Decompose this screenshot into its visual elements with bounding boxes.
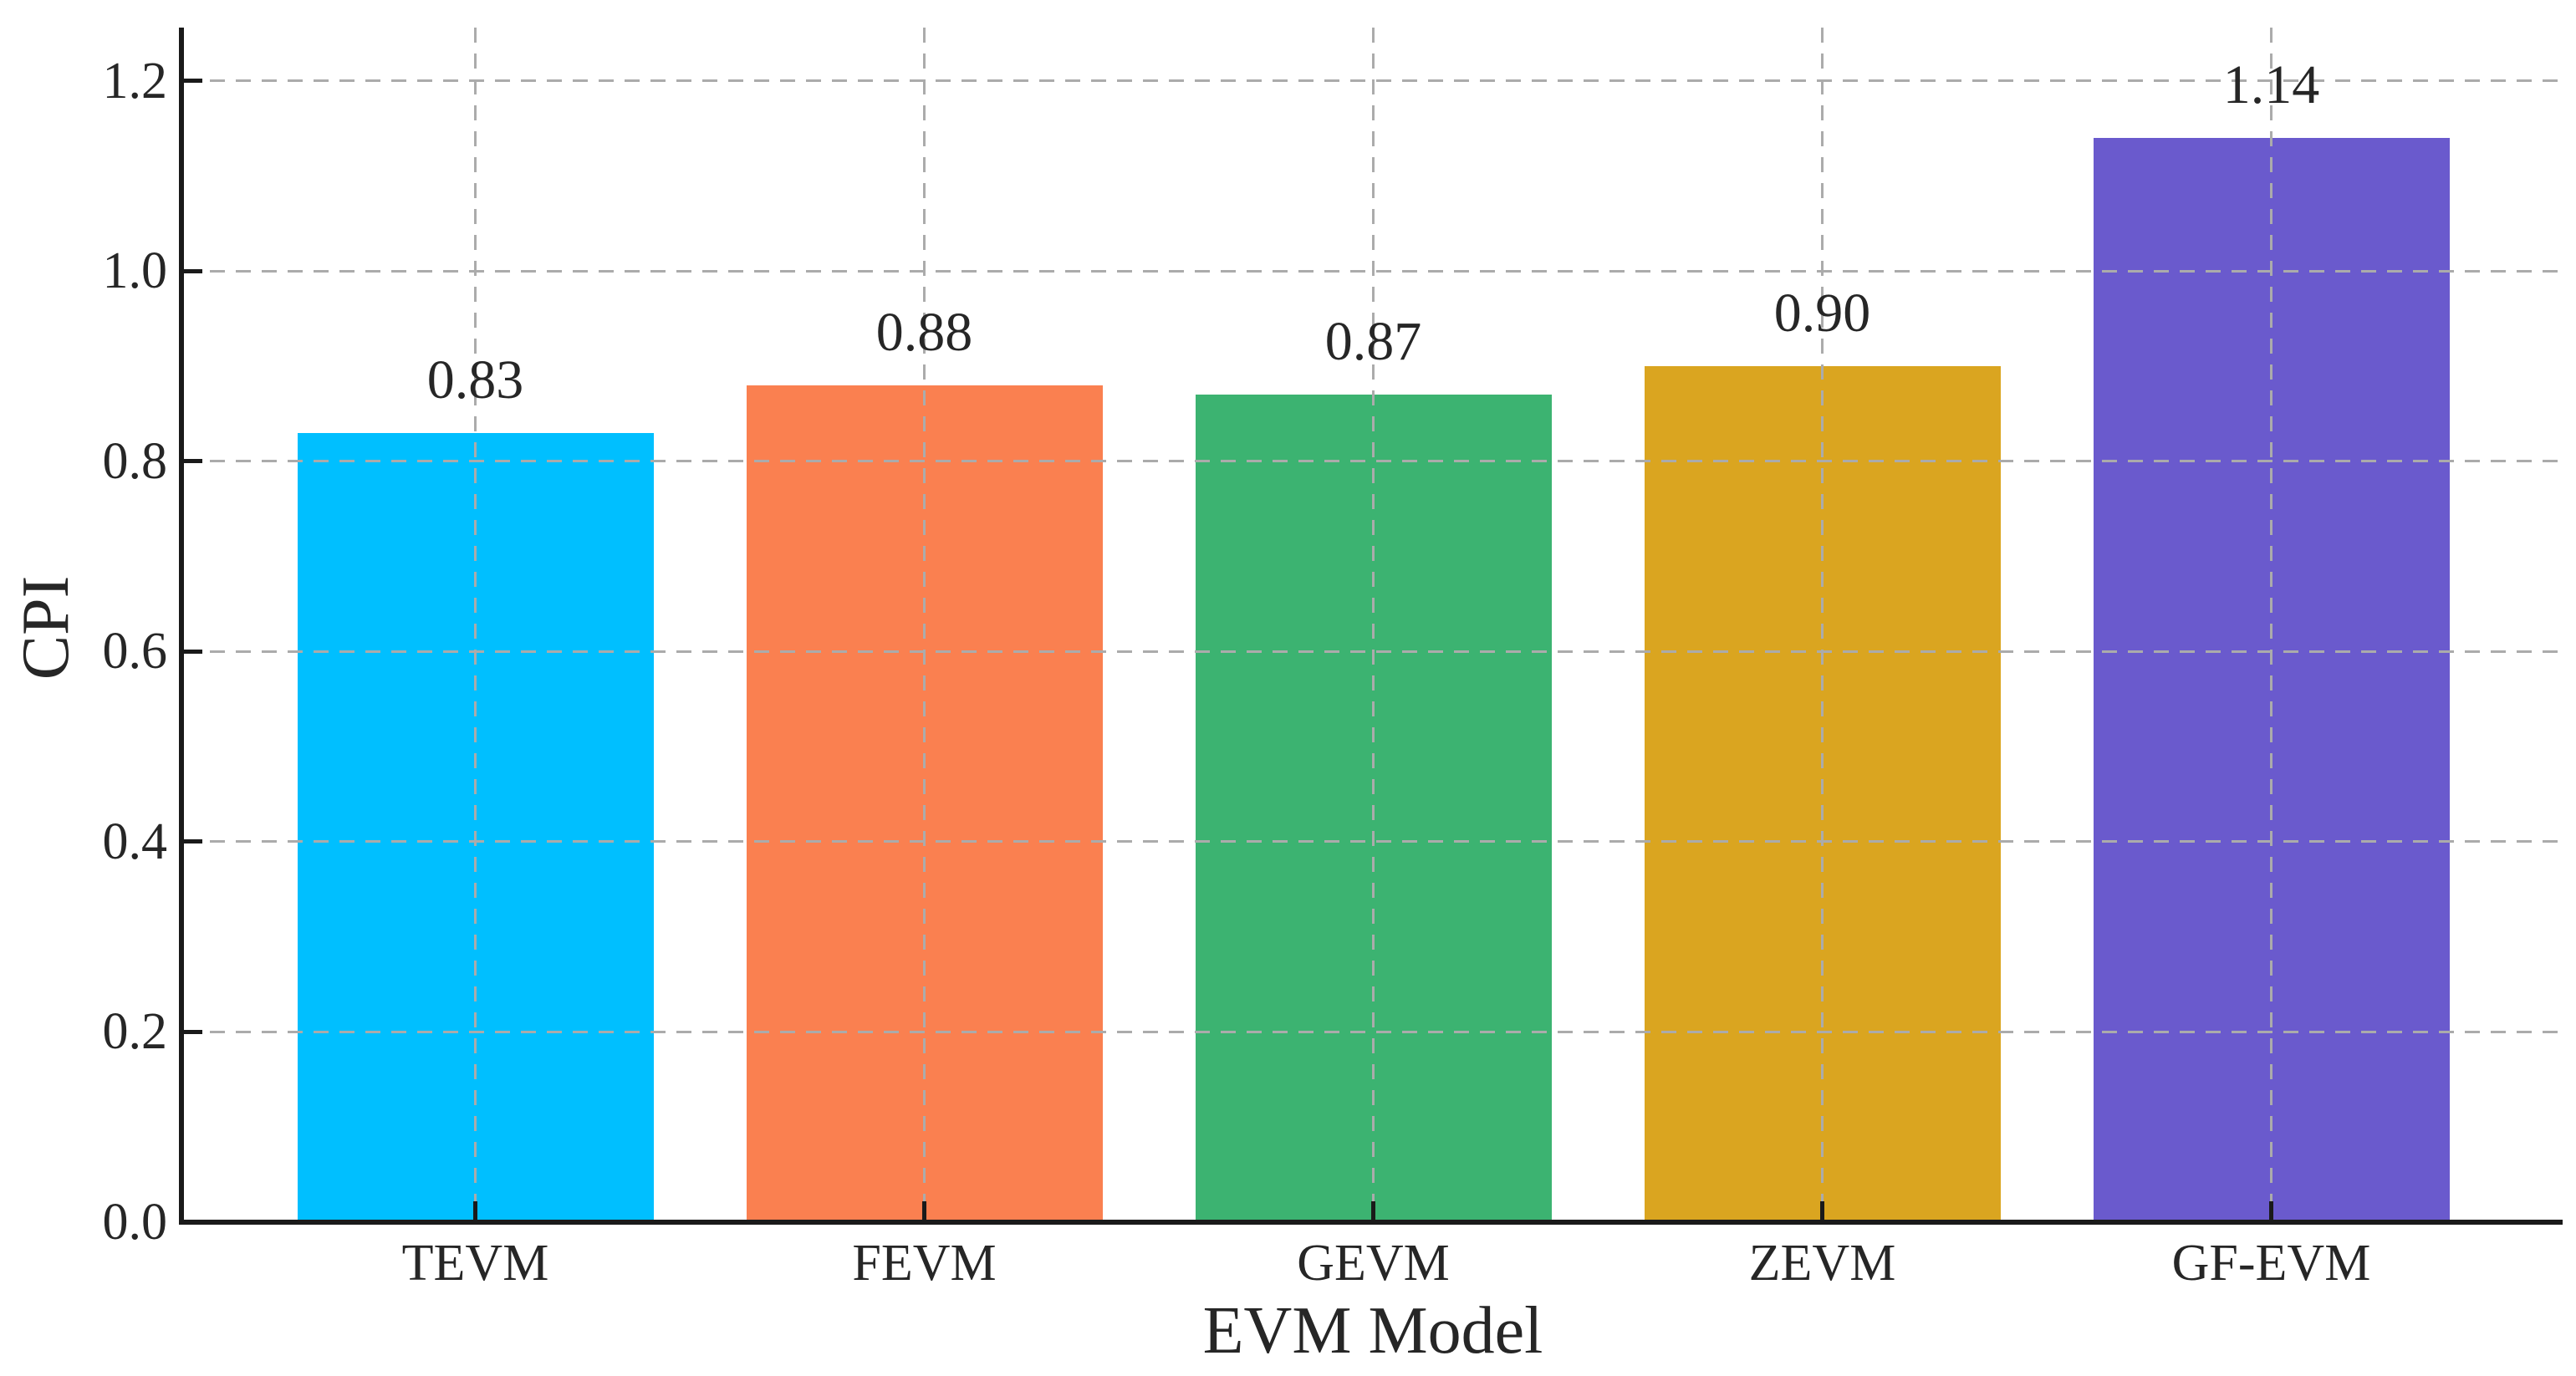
bar-value-label: 0.88 (875, 301, 973, 363)
bar-value-label: 0.83 (426, 349, 524, 410)
x-tick-label: GF-EVM (2171, 1235, 2371, 1292)
gridline-vertical (1821, 28, 1824, 1222)
x-tick-mark (473, 1201, 477, 1220)
x-tick-label: GEVM (1297, 1235, 1450, 1292)
x-tick-mark (922, 1201, 926, 1220)
y-tick-label: 0.6 (102, 623, 168, 680)
x-tick-label: ZEVM (1748, 1235, 1896, 1292)
x-axis-label: EVM Model (1202, 1294, 1543, 1368)
y-tick-mark (184, 268, 202, 273)
x-tick-label: TEVM (401, 1235, 549, 1292)
y-tick-mark (184, 79, 202, 84)
x-tick-mark (1820, 1201, 1824, 1220)
y-tick-label: 1.0 (102, 242, 168, 300)
bar-value-label: 1.14 (2222, 54, 2320, 115)
gridline-vertical (923, 28, 926, 1222)
y-tick-label: 0.0 (102, 1194, 168, 1251)
y-tick-label: 0.4 (102, 813, 168, 870)
y-tick-label: 1.2 (102, 52, 168, 110)
y-tick-label: 0.8 (102, 432, 168, 490)
y-tick-mark (184, 839, 202, 844)
gridline-vertical (2270, 28, 2272, 1222)
y-axis-spine (179, 28, 184, 1225)
x-tick-mark (2269, 1201, 2273, 1220)
y-tick-label: 0.2 (102, 1003, 168, 1061)
x-axis-spine (179, 1220, 2563, 1225)
gridline-vertical (1372, 28, 1375, 1222)
y-tick-mark (184, 459, 202, 464)
x-tick-mark (1371, 1201, 1375, 1220)
bar-value-label: 0.87 (1324, 311, 1422, 373)
y-tick-mark (184, 1029, 202, 1034)
bar-value-label: 0.90 (1773, 283, 1871, 344)
x-tick-label: FEVM (852, 1235, 997, 1292)
y-tick-mark (184, 649, 202, 654)
gridline-vertical (474, 28, 477, 1222)
